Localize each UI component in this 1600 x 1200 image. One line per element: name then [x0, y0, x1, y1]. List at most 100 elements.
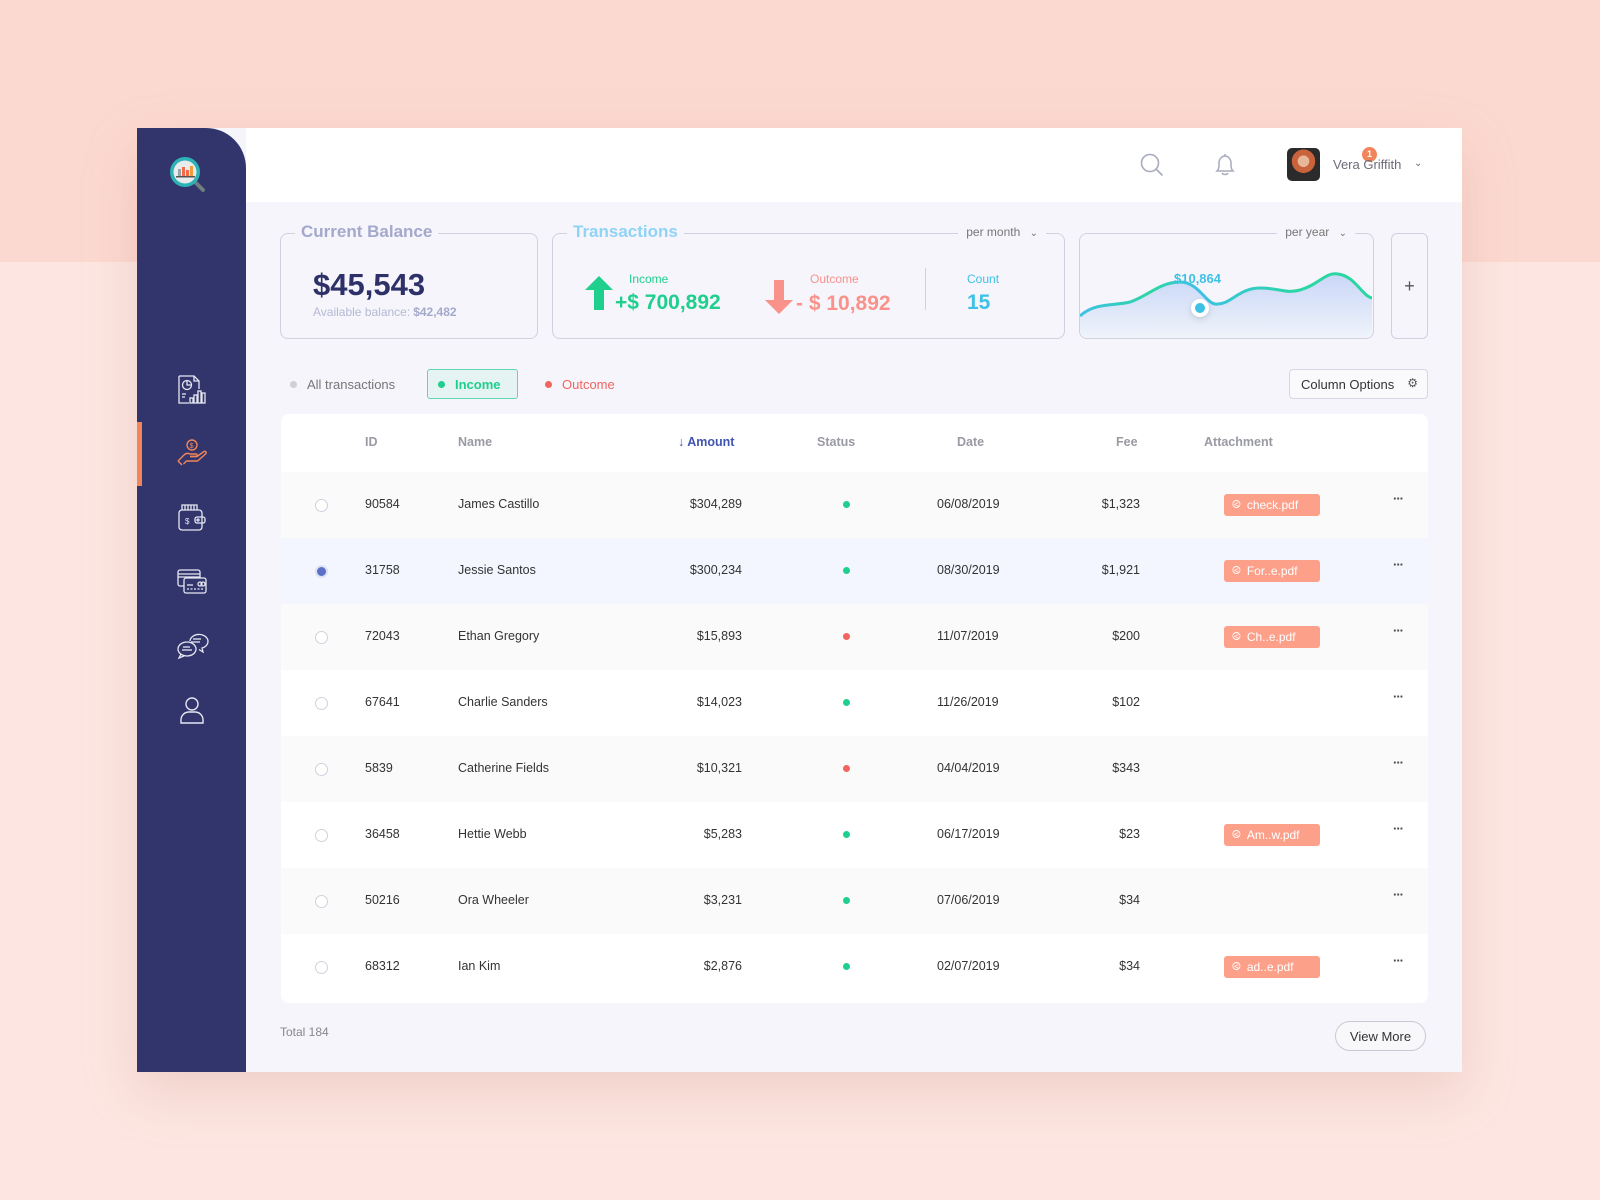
column-header-id[interactable]: ID [365, 435, 378, 449]
more-options-icon[interactable]: ··· [1393, 491, 1404, 506]
view-more-button[interactable]: View More [1335, 1021, 1426, 1051]
attachment-chip[interactable]: ⧀ Am..w.pdf [1224, 824, 1320, 846]
sidebar-item-cards[interactable] [137, 550, 246, 614]
cell-fee: $34 [1119, 959, 1140, 973]
add-card-button[interactable]: + [1391, 233, 1428, 339]
row-select-radio[interactable] [315, 697, 328, 710]
status-dot-success [843, 567, 850, 574]
row-select-radio[interactable] [315, 499, 328, 512]
filter-all-transactions[interactable]: All transactions [280, 369, 405, 399]
sidebar-item-reports[interactable] [137, 358, 246, 422]
table-row[interactable]: 68312 Ian Kim $2,876 02/07/2019 $34 ⧀ ad..e.pd… [281, 934, 1428, 1000]
sidebar-item-messages[interactable] [137, 614, 246, 678]
cell-id: 31758 [365, 563, 400, 577]
cell-date: 11/07/2019 [937, 629, 999, 643]
bell-icon[interactable] [1210, 150, 1240, 180]
sidebar-item-wallet[interactable]: $ [137, 486, 246, 550]
sidebar-item-payments[interactable]: $ [137, 422, 246, 486]
cell-name: Jessie Santos [458, 563, 536, 577]
column-header-name[interactable]: Name [458, 435, 493, 449]
table-row[interactable]: 90584 James Castillo $304,289 06/08/2019 $1,… [281, 472, 1428, 538]
cell-date: 02/07/2019 [937, 959, 1000, 973]
svg-text:$: $ [185, 517, 190, 526]
attachment-chip[interactable]: ⧀ ad..e.pdf [1224, 956, 1320, 978]
logo-icon[interactable] [167, 154, 209, 196]
table-row[interactable]: 31758 Jessie Santos $300,234 08/30/2019 $1,9… [281, 538, 1428, 604]
more-options-icon[interactable]: ··· [1393, 755, 1404, 770]
more-options-icon[interactable]: ··· [1393, 821, 1404, 836]
row-select-radio[interactable] [315, 763, 328, 776]
row-select-radio[interactable] [315, 829, 328, 842]
cell-fee: $1,921 [1101, 563, 1140, 577]
cell-amount: $14,023 [696, 695, 742, 709]
period-select[interactable]: per month ⌄ [958, 225, 1046, 239]
top-bar [246, 128, 1462, 202]
status-dot-success [843, 699, 850, 706]
cell-amount: $15,893 [696, 629, 742, 643]
balance-value: $45,543 [313, 267, 426, 302]
table-row[interactable]: 72043 Ethan Gregory $15,893 11/07/2019 $200 ⧀… [281, 604, 1428, 670]
count-value: 15 [967, 291, 991, 314]
cell-id: 68312 [365, 959, 400, 973]
column-header-status[interactable]: Status [817, 435, 856, 449]
table-row[interactable]: 36458 Hettie Webb $5,283 06/17/2019 $23 ⧀ Am..… [281, 802, 1428, 868]
available-balance-label: Available balance: [313, 305, 411, 319]
cell-date: 06/17/2019 [937, 827, 1000, 841]
row-select-radio[interactable] [315, 961, 328, 974]
row-select-radio[interactable] [315, 895, 328, 908]
cell-id: 36458 [365, 827, 400, 841]
dot-icon [545, 380, 552, 388]
notification-badge: 1 [1362, 147, 1377, 162]
attachment-filename: Am..w.pdf [1246, 828, 1300, 842]
hand-coin-icon: $ [177, 439, 207, 466]
status-dot-failed [843, 633, 850, 640]
table-row[interactable]: 67641 Charlie Sanders $14,023 11/26/2019 $10… [281, 670, 1428, 736]
svg-text:$: $ [189, 443, 193, 450]
table-row[interactable]: 5839 Catherine Fields $10,321 04/04/2019 $34… [281, 736, 1428, 802]
more-options-icon[interactable]: ··· [1393, 557, 1404, 572]
cell-name: Ora Wheeler [458, 893, 529, 907]
count-label: Count [967, 272, 1000, 286]
more-options-icon[interactable]: ··· [1393, 887, 1404, 902]
column-header-date[interactable]: Date [957, 435, 985, 449]
chevron-down-icon: ⌄ [1029, 228, 1038, 239]
cell-name: Ethan Gregory [458, 629, 540, 643]
user-name[interactable]: Vera Griffith [1333, 157, 1402, 172]
row-select-radio[interactable] [315, 565, 328, 578]
column-header-attachment[interactable]: Attachment [1204, 435, 1273, 449]
chat-bubbles-icon [176, 633, 209, 660]
chevron-down-icon[interactable]: ⌄ [1414, 158, 1423, 169]
more-options-icon[interactable]: ··· [1393, 689, 1404, 704]
cell-name: James Castillo [458, 497, 540, 511]
attachment-chip[interactable]: ⧀ For..e.pdf [1224, 560, 1320, 582]
filter-label: Income [455, 376, 501, 392]
dot-icon [290, 380, 297, 388]
paperclip-icon: ⧀ [1232, 630, 1241, 643]
more-options-icon[interactable]: ··· [1393, 623, 1404, 638]
filter-label: All transactions [307, 376, 396, 392]
attachment-chip[interactable]: ⧀ check.pdf [1224, 494, 1320, 516]
row-select-radio[interactable] [315, 631, 328, 644]
search-icon[interactable] [1137, 150, 1167, 180]
table-row[interactable]: 50216 Ora Wheeler $3,231 07/06/2019 $34 ··· [281, 868, 1428, 934]
column-options-button[interactable]: Column Options ⚙ [1289, 369, 1428, 399]
status-dot-failed [843, 765, 850, 772]
period-select[interactable]: per year ⌄ [1277, 225, 1355, 239]
filter-income[interactable]: Income [427, 369, 518, 399]
card-title: Transactions [567, 222, 684, 242]
sidebar-item-profile[interactable] [137, 678, 246, 742]
available-balance-value: $42,482 [413, 305, 457, 319]
arrow-up-icon [585, 276, 613, 310]
cell-fee: $23 [1119, 827, 1140, 841]
attachment-chip[interactable]: ⧀ Ch..e.pdf [1224, 626, 1320, 648]
column-header-amount[interactable]: ↓ Amount [678, 435, 735, 449]
cell-id: 50216 [365, 893, 400, 907]
paperclip-icon: ⧀ [1232, 960, 1241, 973]
trend-line-chart [1080, 272, 1372, 337]
more-options-icon[interactable]: ··· [1393, 953, 1404, 968]
filter-outcome[interactable]: Outcome [535, 369, 625, 399]
column-header-fee[interactable]: Fee [1116, 435, 1138, 449]
avatar[interactable] [1287, 148, 1320, 181]
available-balance: Available balance: $42,482 [313, 305, 457, 319]
column-options-label: Column Options [1301, 376, 1395, 392]
